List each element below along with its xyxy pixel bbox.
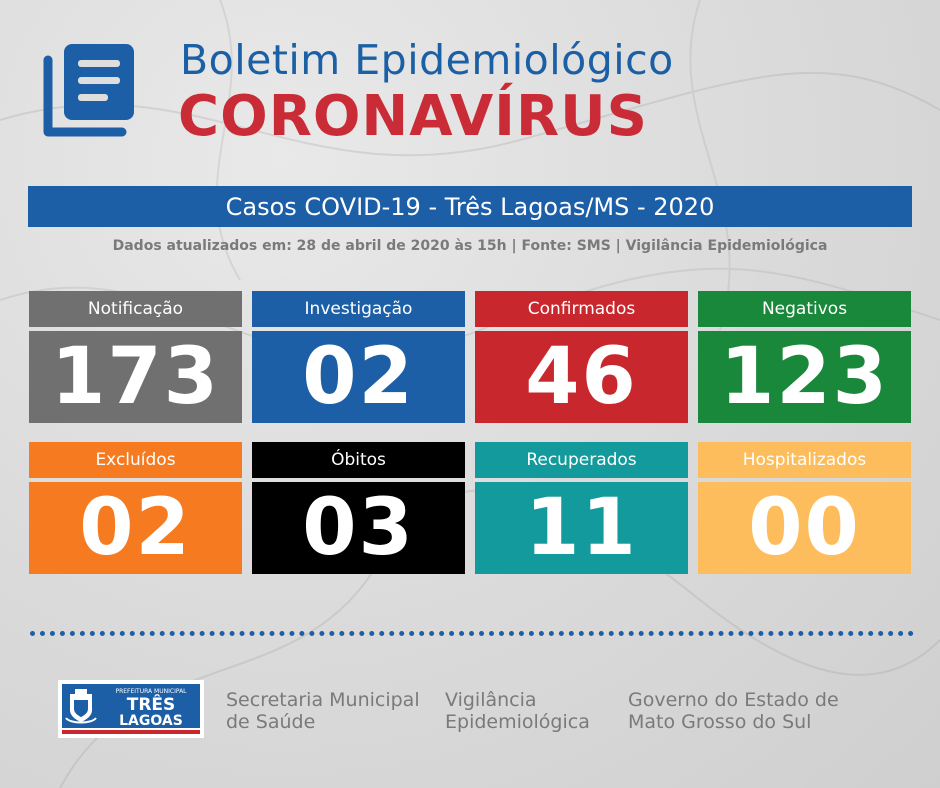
stat-card-notificacao: Notificação 173 <box>29 291 242 423</box>
stat-card-recuperados: Recuperados 11 <box>475 442 688 574</box>
stat-value: 123 <box>698 331 911 423</box>
banner-title: Casos COVID-19 - Três Lagoas/MS - 2020 <box>28 186 912 227</box>
stat-value: 02 <box>252 331 465 423</box>
footer-org-line: Governo do Estado de <box>628 689 839 711</box>
footer-org-line: de Saúde <box>226 711 316 733</box>
stat-label: Notificação <box>29 291 242 327</box>
footer-org-line: Vigilância <box>445 689 537 711</box>
stat-label: Investigação <box>252 291 465 327</box>
stat-card-negativos: Negativos 123 <box>698 291 911 423</box>
city-logo-line3: LAGOAS <box>119 713 183 729</box>
stat-label: Confirmados <box>475 291 688 327</box>
stat-value: 00 <box>698 482 911 574</box>
stat-label: Hospitalizados <box>698 442 911 478</box>
footer-org-vigilancia: Vigilância Epidemiológica <box>445 689 590 733</box>
stat-card-hospitalizados: Hospitalizados 00 <box>698 442 911 574</box>
city-logo-line2: TRÊS <box>127 693 176 715</box>
footer-org-line: Secretaria Municipal <box>226 689 420 711</box>
update-subtitle: Dados atualizados em: 28 de abril de 202… <box>112 238 828 254</box>
stat-value: 11 <box>475 482 688 574</box>
city-logo-line1: PREFEITURA MUNICIPAL <box>115 688 187 695</box>
stat-card-confirmados: Confirmados 46 <box>475 291 688 423</box>
footer-org-line: Mato Grosso do Sul <box>628 711 812 733</box>
stat-label: Excluídos <box>29 442 242 478</box>
footer-org-line: Epidemiológica <box>445 711 590 733</box>
dotted-divider <box>30 631 914 636</box>
stat-card-investigacao: Investigação 02 <box>252 291 465 423</box>
stat-value: 02 <box>29 482 242 574</box>
stat-label: Negativos <box>698 291 911 327</box>
footer-org-governo: Governo do Estado de Mato Grosso do Sul <box>628 689 839 733</box>
stat-label: Recuperados <box>475 442 688 478</box>
title-line1: Boletim Epidemiológico <box>180 36 674 84</box>
title-line2: CORONAVÍRUS <box>178 84 648 149</box>
city-logo: PREFEITURA MUNICIPAL TRÊS LAGOAS <box>58 680 204 738</box>
footer-org-secretaria: Secretaria Municipal de Saúde <box>226 689 420 733</box>
stat-card-excluidos: Excluídos 02 <box>29 442 242 574</box>
document-list-icon <box>43 44 134 137</box>
stat-value: 46 <box>475 331 688 423</box>
stat-label: Óbitos <box>252 442 465 478</box>
stat-value: 173 <box>29 331 242 423</box>
stat-value: 03 <box>252 482 465 574</box>
stat-card-obitos: Óbitos 03 <box>252 442 465 574</box>
